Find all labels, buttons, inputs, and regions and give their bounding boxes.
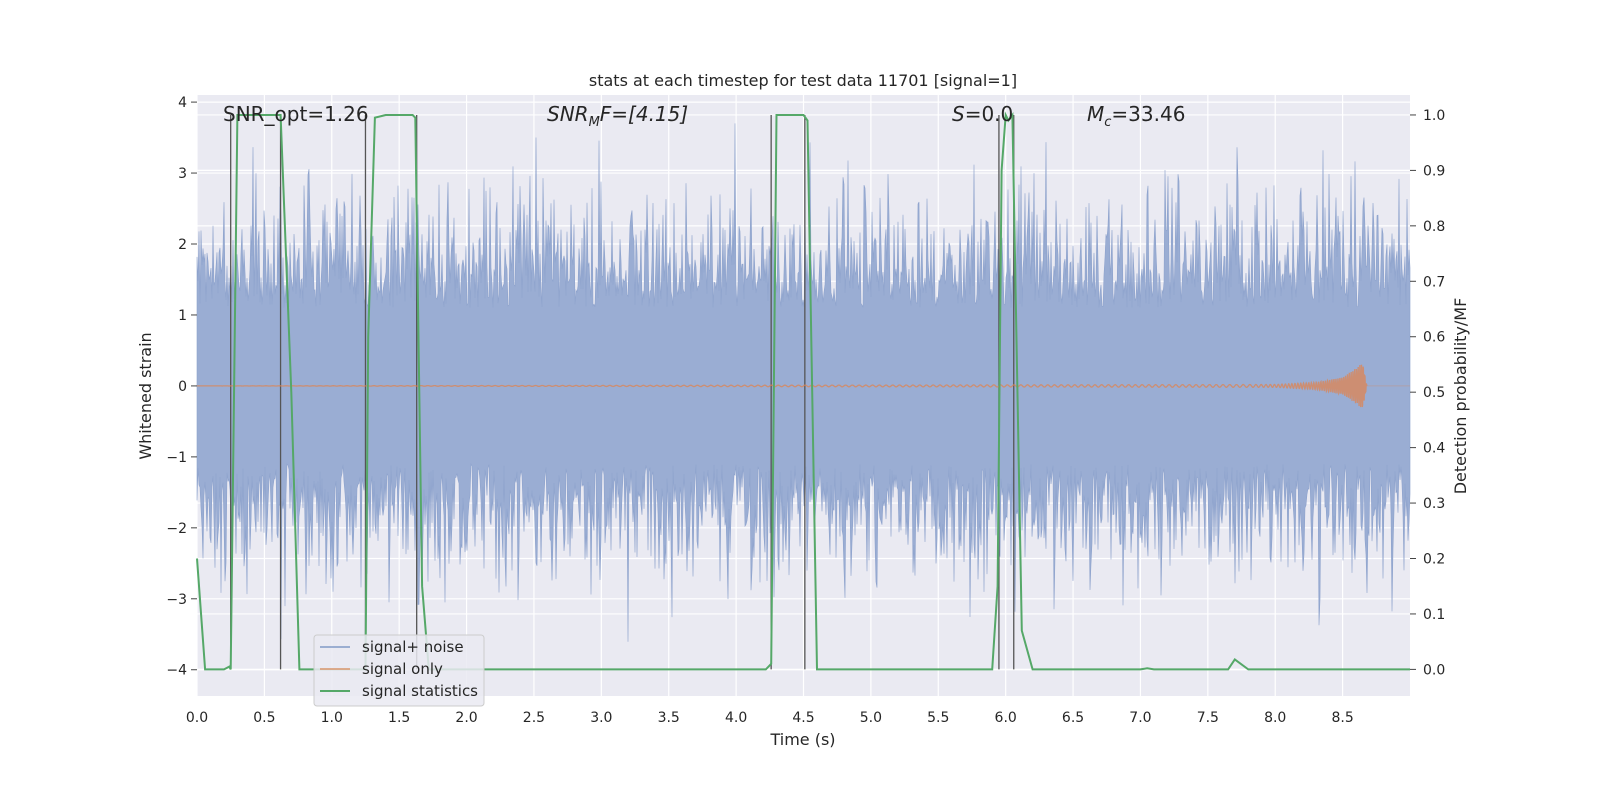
y-right-tick-label-3: 0.7: [1423, 274, 1445, 290]
x-tick-label-9: 4.5: [792, 710, 814, 726]
y-left-tick-label-1: 3: [178, 166, 187, 182]
y-right-tick-label-8: 0.2: [1423, 552, 1445, 568]
x-tick-label-14: 7.0: [1129, 710, 1151, 726]
x-tick-label-8: 4.0: [725, 710, 747, 726]
y-left-tick-label-6: −2: [166, 521, 187, 537]
y-left-tick-label-7: −3: [166, 592, 187, 608]
series-signal-only: [197, 364, 1410, 408]
signal-only-line: [197, 364, 1368, 408]
x-tick-label-15: 7.5: [1197, 710, 1219, 726]
x-tick-label-17: 8.5: [1331, 710, 1353, 726]
y-right-tick-label-1: 0.9: [1423, 163, 1445, 179]
y-right-tick-label-7: 0.3: [1423, 496, 1445, 512]
left-axis-ticks: 4 3 2 1 0 −1 −2 −3 −4: [166, 95, 197, 679]
x-tick-label-3: 1.5: [388, 710, 410, 726]
x-axis-ticks: 0.0 0.5 1.0 1.5 2.0 2.5 3.0 3.5 4.0 4.5 5.0 5.5 6.0 6…: [186, 710, 1354, 726]
legend-label-signal-statistics: signal statistics: [362, 682, 478, 700]
y-left-tick-label-4: 0: [178, 379, 187, 395]
y-right-tick-label-5: 0.5: [1423, 385, 1445, 401]
x-tick-label-12: 6.0: [995, 710, 1017, 726]
signal-statistics-line: [196, 111, 1410, 671]
y-left-tick-label-8: −4: [166, 663, 187, 679]
x-tick-label-11: 5.5: [927, 710, 949, 726]
annotation-s: S=0.0: [952, 102, 1013, 126]
x-tick-label-0: 0.0: [186, 710, 208, 726]
y-right-tick-label-6: 0.4: [1423, 441, 1445, 457]
y-left-tick-label-3: 1: [178, 308, 187, 324]
annotation-mc: Mc=33.46: [1087, 102, 1185, 130]
y-right-tick-label-2: 0.8: [1423, 219, 1445, 235]
y-right-tick-label-10: 0.0: [1423, 662, 1445, 678]
series-signal-statistics: [196, 111, 1410, 671]
x-tick-label-2: 1.0: [321, 710, 343, 726]
y-right-tick-label-4: 0.6: [1423, 330, 1445, 346]
legend: signal+ noise signal only signal statist…: [313, 634, 485, 707]
left-axis-label: Whitened strain: [136, 332, 155, 459]
legend-box: [313, 634, 485, 707]
x-axis-label: Time (s): [769, 730, 835, 749]
x-tick-label-13: 6.5: [1062, 710, 1084, 726]
x-tick-label-4: 2.0: [455, 710, 477, 726]
legend-label-signal-only: signal only: [362, 660, 443, 678]
x-tick-label-10: 5.0: [860, 710, 882, 726]
y-right-tick-label-0: 1.0: [1423, 108, 1445, 124]
annotation-snr-opt: SNR_opt=1.26: [223, 102, 369, 126]
x-tick-label-16: 8.0: [1264, 710, 1286, 726]
x-tick-label-7: 3.5: [658, 710, 680, 726]
x-tick-label-1: 0.5: [253, 710, 275, 726]
series-signal-noise: [196, 123, 1411, 642]
legend-label-signal-noise: signal+ noise: [362, 638, 464, 656]
right-axis-ticks: 1.0 0.9 0.8 0.7 0.6 0.5 0.4 0.3 0.2 0.1 0.0: [1410, 108, 1445, 678]
y-left-tick-label-5: −1: [166, 450, 187, 466]
y-right-tick-label-9: 0.1: [1423, 607, 1445, 623]
x-tick-label-6: 3.0: [590, 710, 612, 726]
annotation-snr-mf: SNRMF=[4.15]: [547, 102, 688, 130]
right-axis-label: Detection probability/MF: [1451, 298, 1470, 495]
y-left-tick-label-2: 2: [178, 237, 187, 253]
x-tick-label-5: 2.5: [523, 710, 545, 726]
noise-band: [196, 123, 1411, 642]
chart-title: stats at each timestep for test data 117…: [589, 71, 1017, 90]
y-left-tick-label-0: 4: [178, 95, 187, 111]
